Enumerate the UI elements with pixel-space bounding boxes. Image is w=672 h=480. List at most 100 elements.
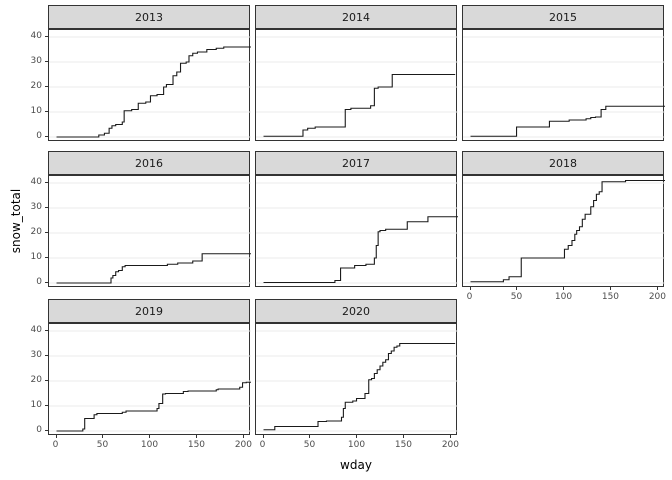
x-tick-label: 200 bbox=[441, 440, 460, 450]
snow-total-step-line-2014 bbox=[263, 73, 456, 137]
x-tick-label: 150 bbox=[601, 292, 620, 302]
y-tick-mark bbox=[45, 111, 48, 112]
snow-total-step-line-2018 bbox=[470, 179, 665, 283]
facet-cell-2020: 2020 0 50 100 150 200 bbox=[255, 299, 459, 450]
panel-plot-area bbox=[256, 330, 458, 432]
facet-strip-label: 2014 bbox=[342, 10, 370, 24]
x-tick-label: 150 bbox=[187, 440, 206, 450]
y-tick-mark bbox=[45, 36, 48, 37]
y-tick-label: 0 bbox=[36, 131, 42, 141]
x-tick-label: 150 bbox=[394, 440, 413, 450]
y-tick-label: 30 bbox=[30, 350, 42, 360]
y-tick-label: 40 bbox=[30, 177, 42, 187]
x-tick-mark bbox=[55, 435, 57, 438]
facet-panel-2013 bbox=[48, 29, 251, 141]
y-tick-mark bbox=[45, 380, 48, 381]
y-tick-label: 30 bbox=[30, 56, 42, 66]
snow-total-step-line-2016 bbox=[56, 253, 251, 284]
facet-panel-2020 bbox=[255, 323, 458, 435]
x-tick-mark bbox=[450, 435, 452, 438]
panel-plot-area bbox=[49, 330, 251, 432]
x-tick-label: 100 bbox=[347, 440, 366, 450]
x-tick-mark bbox=[309, 435, 311, 438]
y-tick-label: 20 bbox=[30, 227, 42, 237]
snow-total-step-line-2017 bbox=[263, 216, 458, 284]
facet-strip-label: 2013 bbox=[135, 10, 163, 24]
facet-strip-label: 2017 bbox=[342, 156, 370, 170]
facet-strip: 2014 bbox=[255, 5, 457, 29]
y-tick-label: 10 bbox=[30, 252, 42, 262]
facet-panel-2014 bbox=[255, 29, 458, 141]
x-tick-label: 50 bbox=[96, 440, 109, 450]
y-tick-label: 40 bbox=[30, 325, 42, 335]
x-tick-mark bbox=[102, 435, 104, 438]
x-tick-mark bbox=[610, 287, 612, 290]
panel-plot-area bbox=[256, 36, 458, 138]
snow-total-step-line-2015 bbox=[470, 105, 665, 137]
x-tick-label: 100 bbox=[140, 440, 159, 450]
facet-cell-2018: 2018 0 50 100 150 200 bbox=[462, 151, 666, 302]
facet-cell-2014: 2014 bbox=[255, 5, 458, 141]
panel-plot-area bbox=[256, 182, 458, 284]
y-tick-mark bbox=[45, 355, 48, 356]
facet-strip-label: 2019 bbox=[135, 304, 163, 318]
y-tick-label: 20 bbox=[30, 375, 42, 385]
x-tick-label: 0 bbox=[259, 440, 266, 450]
x-tick-mark bbox=[469, 287, 471, 290]
y-tick-label: 0 bbox=[36, 425, 42, 435]
panel-plot-area bbox=[463, 36, 665, 138]
y-tick-mark bbox=[45, 430, 48, 431]
facet-strip: 2016 bbox=[48, 151, 250, 175]
facet-strip: 2017 bbox=[255, 151, 457, 175]
x-tick-label: 100 bbox=[554, 292, 573, 302]
x-tick-mark bbox=[243, 435, 245, 438]
y-tick-mark bbox=[45, 86, 48, 87]
snow-total-step-line-2020 bbox=[263, 342, 456, 431]
y-tick-mark bbox=[45, 207, 48, 208]
facet-strip: 2013 bbox=[48, 5, 250, 29]
x-axis-title: wday bbox=[340, 458, 372, 472]
facet-cell-2015: 2015 bbox=[462, 5, 665, 141]
y-tick-mark bbox=[45, 61, 48, 62]
facet-panel-2016 bbox=[48, 175, 251, 287]
y-tick-label: 20 bbox=[30, 81, 42, 91]
y-tick-mark bbox=[45, 182, 48, 183]
y-axis-title: snow_total bbox=[9, 188, 23, 254]
x-tick-mark bbox=[196, 435, 198, 438]
facet-strip: 2018 bbox=[462, 151, 664, 175]
facet-strip: 2015 bbox=[462, 5, 664, 29]
facet-cell-2017: 2017 bbox=[255, 151, 458, 287]
x-tick-mark bbox=[262, 435, 264, 438]
y-tick-label: 0 bbox=[36, 277, 42, 287]
facet-strip: 2019 bbox=[48, 299, 250, 323]
facet-strip-label: 2016 bbox=[135, 156, 163, 170]
y-tick-label: 10 bbox=[30, 106, 42, 116]
y-tick-label: 30 bbox=[30, 202, 42, 212]
x-tick-mark bbox=[563, 287, 565, 290]
x-tick-mark bbox=[356, 435, 358, 438]
y-tick-mark bbox=[45, 232, 48, 233]
x-tick-mark bbox=[516, 287, 518, 290]
facet-panel-2017 bbox=[255, 175, 458, 287]
facet-cell-2019: 2019 0 50 100 150 200 bbox=[48, 299, 252, 450]
x-tick-label: 200 bbox=[648, 292, 667, 302]
panel-plot-area bbox=[463, 179, 665, 284]
facet-strip: 2020 bbox=[255, 299, 457, 323]
x-tick-label: 50 bbox=[510, 292, 523, 302]
facet-strip-label: 2015 bbox=[549, 10, 577, 24]
x-tick-label: 200 bbox=[234, 440, 253, 450]
panel-plot-area bbox=[49, 182, 251, 284]
x-tick-label: 0 bbox=[52, 440, 59, 450]
x-tick-label: 50 bbox=[303, 440, 316, 450]
facet-panel-2018 bbox=[462, 175, 665, 287]
y-tick-mark bbox=[45, 282, 48, 283]
snow-total-step-line-2019 bbox=[56, 381, 251, 432]
facet-panel-2019 bbox=[48, 323, 251, 435]
facet-cell-2013: 2013 bbox=[48, 5, 251, 141]
x-tick-mark bbox=[403, 435, 405, 438]
facet-strip-label: 2020 bbox=[342, 304, 370, 318]
y-tick-mark bbox=[45, 405, 48, 406]
panel-plot-area bbox=[49, 36, 251, 138]
facet-panel-2015 bbox=[462, 29, 665, 141]
